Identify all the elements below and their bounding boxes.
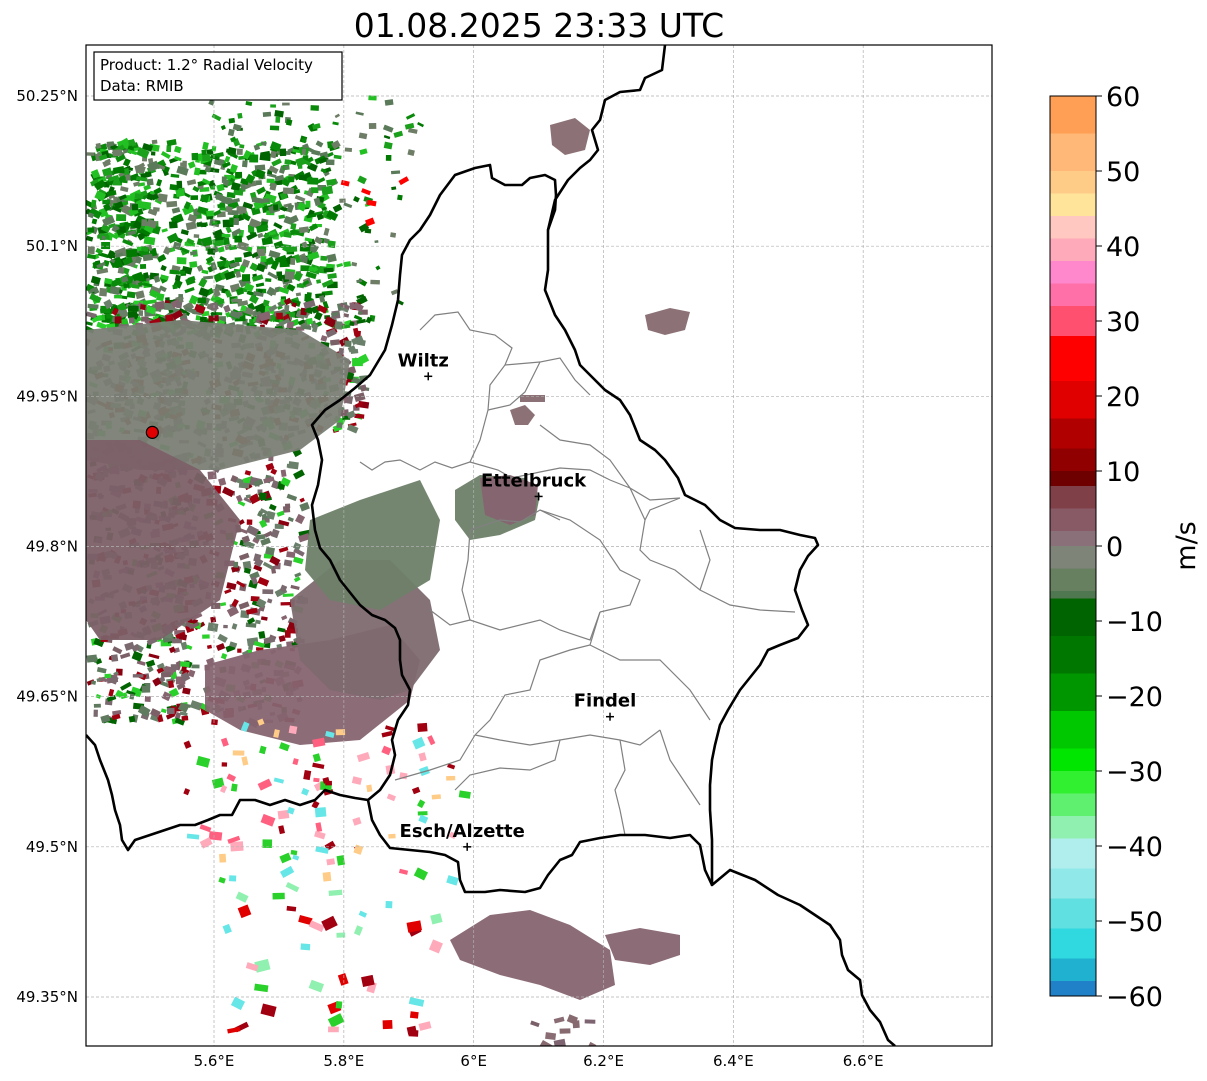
national-borders bbox=[86, 45, 896, 1046]
lon-tick-label: 6.2°E bbox=[583, 1052, 624, 1070]
colorbar-tick-label: −40 bbox=[1106, 832, 1163, 863]
colorbar-tick-label: −10 bbox=[1106, 607, 1163, 638]
colorbar-tick-label: 40 bbox=[1106, 232, 1140, 263]
latitude-tick-labels: 50.25°N 50.1°N 49.95°N 49.8°N 49.65°N 49.5°N 4… bbox=[16, 87, 78, 1006]
lat-tick-label: 49.8°N bbox=[26, 537, 78, 555]
lon-tick-label: 5.6°E bbox=[194, 1052, 235, 1070]
city-esch-alzette: Esch/Alzette bbox=[400, 821, 525, 851]
lat-tick-label: 49.95°N bbox=[16, 387, 78, 405]
gridlines bbox=[86, 45, 992, 1046]
info-box: Product: 1.2° Radial Velocity Data: RMIB bbox=[93, 51, 343, 101]
lat-tick-label: 49.65°N bbox=[16, 688, 78, 706]
city-label: Wiltz bbox=[398, 350, 449, 371]
city-wiltz: Wiltz bbox=[398, 350, 449, 381]
city-findel: Findel bbox=[574, 691, 637, 721]
lat-tick-label: 49.35°N bbox=[16, 988, 78, 1006]
colorbar-tick-label: 60 bbox=[1106, 82, 1140, 113]
colorbar-tick-label: −60 bbox=[1106, 982, 1163, 1013]
colorbar-tick-label: −50 bbox=[1106, 907, 1163, 938]
city-label: Esch/Alzette bbox=[400, 821, 525, 842]
colorbar bbox=[1050, 96, 1096, 997]
colorbar-tick-label: −20 bbox=[1106, 682, 1163, 713]
canton-boundaries bbox=[359, 311, 796, 836]
city-ettelbruck: Ettelbruck bbox=[481, 470, 587, 501]
info-product: Product: 1.2° Radial Velocity bbox=[100, 56, 313, 74]
lat-tick-label: 50.25°N bbox=[16, 87, 78, 105]
lon-tick-label: 6.6°E bbox=[843, 1052, 884, 1070]
lat-tick-label: 49.5°N bbox=[26, 838, 78, 856]
colorbar-tick-label: 50 bbox=[1106, 157, 1140, 188]
city-label: Findel bbox=[574, 691, 637, 712]
colorbar-tick-labels: 60 50 40 30 20 10 0 −10 −20 −30 −40 −50 −60 bbox=[1096, 82, 1163, 1013]
lon-tick-label: 6.4°E bbox=[713, 1052, 754, 1070]
city-label: Ettelbruck bbox=[481, 470, 587, 491]
colorbar-tick-label: 0 bbox=[1106, 532, 1123, 563]
colorbar-tick-label: 10 bbox=[1106, 457, 1140, 488]
radar-site-marker bbox=[145, 425, 159, 439]
map-frame bbox=[85, 44, 993, 1047]
radar-echoes bbox=[86, 88, 690, 1046]
city-labels: Wiltz Ettelbruck Findel Esch/Alzette bbox=[398, 350, 637, 851]
map-title: 01.08.2025 23:33 UTC bbox=[354, 6, 724, 45]
lat-tick-label: 50.1°N bbox=[26, 237, 78, 255]
colorbar-tick-label: 30 bbox=[1106, 307, 1140, 338]
colorbar-tick-label: 20 bbox=[1106, 382, 1140, 413]
lon-tick-label: 6°E bbox=[460, 1052, 487, 1070]
colorbar-tick-label: −30 bbox=[1106, 757, 1163, 788]
longitude-tick-labels: 5.6°E 5.8°E 6°E 6.2°E 6.4°E 6.6°E bbox=[194, 1052, 884, 1070]
colorbar-label: m/s bbox=[1171, 521, 1202, 570]
lon-tick-label: 5.8°E bbox=[323, 1052, 364, 1070]
info-data-source: Data: RMIB bbox=[100, 77, 184, 95]
